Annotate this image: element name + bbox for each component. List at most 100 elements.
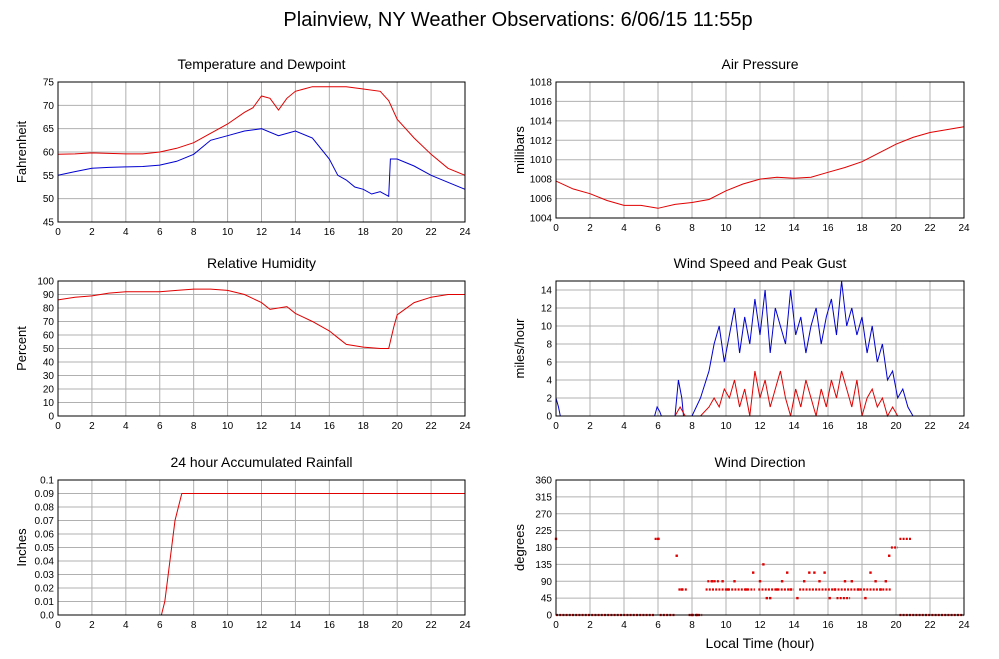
data-point xyxy=(765,596,768,600)
x-tick-label: 2 xyxy=(89,620,95,631)
x-tick-label: 12 xyxy=(256,620,268,631)
x-tick-label: 24 xyxy=(958,223,970,234)
y-tick-label: 0.0 xyxy=(40,611,54,622)
y-tick-label: 0.03 xyxy=(35,570,55,581)
x-tick-label: 4 xyxy=(621,223,627,234)
x-tick-label: 18 xyxy=(856,421,868,432)
y-tick-label: 75 xyxy=(43,78,55,89)
x-tick-label: 18 xyxy=(358,421,370,432)
series-line-blue xyxy=(57,128,466,198)
page-title: Plainview, NY Weather Observations: 6/06… xyxy=(283,9,752,31)
data-point xyxy=(864,596,867,600)
y-tick-label: 1006 xyxy=(530,194,553,205)
x-tick-label: 4 xyxy=(123,620,129,631)
x-tick-label: 20 xyxy=(890,421,902,432)
x-tick-label: 10 xyxy=(720,421,732,432)
data-point xyxy=(874,580,877,583)
x-tick-label: 16 xyxy=(324,620,336,631)
relative-humidity-chart: 0 2 4 6 8 10 12 14 16 18 20 22 240102030405060708090… xyxy=(14,255,471,432)
panel-title: Wind Direction xyxy=(714,454,805,470)
y-tick-label: 1004 xyxy=(530,214,553,225)
y-tick-label: 0.08 xyxy=(35,503,55,514)
x-tick-label: 22 xyxy=(924,620,936,631)
data-point xyxy=(758,580,762,583)
y-tick-label: 30 xyxy=(43,371,55,382)
y-tick-label: 1012 xyxy=(530,136,553,147)
y-tick-label: 1018 xyxy=(530,78,553,89)
y-tick-label: 2 xyxy=(546,394,552,405)
data-point xyxy=(869,571,872,574)
x-tick-label: 16 xyxy=(324,227,336,238)
x-tick-label: 4 xyxy=(123,227,129,238)
x-tick-label: 16 xyxy=(324,421,336,432)
y-tick-label: 90 xyxy=(541,577,553,588)
x-tick-label: 8 xyxy=(689,223,695,234)
x-tick-label: 20 xyxy=(890,620,902,631)
plot-frame xyxy=(555,280,965,417)
data-point xyxy=(884,580,887,583)
x-tick-label: 4 xyxy=(123,421,129,432)
y-tick-label: 1016 xyxy=(530,97,553,108)
y-tick-label: 10 xyxy=(43,398,55,409)
x-tick-label: 22 xyxy=(426,421,438,432)
y-axis-label: Percent xyxy=(14,326,29,371)
series-line-red xyxy=(58,493,465,616)
y-tick-label: 1014 xyxy=(530,116,553,127)
x-tick-label: 20 xyxy=(392,421,404,432)
series-line-blue xyxy=(555,280,964,417)
x-tick-label: 8 xyxy=(689,620,695,631)
data-point xyxy=(789,588,792,591)
data-point xyxy=(803,580,806,583)
data-point xyxy=(808,571,811,574)
y-tick-label: 70 xyxy=(43,101,55,112)
x-tick-label: 0 xyxy=(553,421,559,432)
wind-direction-chart: 0 2 4 6 8 10 12 14 16 18 20 22 240459013518022527031… xyxy=(512,454,970,631)
x-tick-label: 10 xyxy=(720,620,732,631)
x-tick-label: 24 xyxy=(459,620,471,631)
x-tick-label: 24 xyxy=(958,620,970,631)
y-tick-label: 14 xyxy=(541,286,553,297)
plot-frame xyxy=(57,280,466,417)
x-tick-label: 4 xyxy=(621,620,627,631)
data-point xyxy=(786,571,789,574)
x-tick-label: 20 xyxy=(392,620,404,631)
data-point xyxy=(726,588,729,591)
x-tick-label: 2 xyxy=(587,421,593,432)
y-axis-label: millibars xyxy=(512,126,527,174)
data-point xyxy=(769,596,772,600)
x-tick-label: 14 xyxy=(290,421,302,432)
y-tick-label: 0.01 xyxy=(35,597,55,608)
x-tick-label: 18 xyxy=(358,227,370,238)
data-point xyxy=(762,563,765,566)
data-point xyxy=(656,537,660,541)
y-tick-label: 70 xyxy=(43,317,55,328)
air-pressure-chart: 0 2 4 6 8 10 12 14 16 18 20 22 241004100610081010101… xyxy=(512,56,970,234)
data-point xyxy=(850,580,853,583)
x-tick-label: 6 xyxy=(157,227,163,238)
x-tick-label: 14 xyxy=(290,620,302,631)
x-tick-label: 0 xyxy=(55,227,61,238)
y-tick-label: 0 xyxy=(546,412,552,423)
y-tick-label: 315 xyxy=(535,492,552,503)
x-tick-label: 20 xyxy=(392,227,404,238)
data-point xyxy=(823,571,826,574)
x-tick-label: 0 xyxy=(553,223,559,234)
plot-frame xyxy=(555,479,965,616)
y-tick-label: 45 xyxy=(541,594,553,605)
x-tick-label: 12 xyxy=(754,421,766,432)
x-tick-label: 8 xyxy=(191,620,197,631)
y-tick-label: 50 xyxy=(43,194,55,205)
series-line-red xyxy=(57,86,466,176)
y-axis-label: degrees xyxy=(512,524,527,571)
panel-title: Temperature and Dewpoint xyxy=(177,56,345,72)
x-axis-label: Local Time (hour) xyxy=(706,635,815,651)
y-tick-label: 8 xyxy=(546,340,552,351)
x-tick-label: 18 xyxy=(856,223,868,234)
data-point xyxy=(675,554,678,557)
x-tick-label: 16 xyxy=(822,421,834,432)
x-tick-label: 14 xyxy=(290,227,302,238)
panel-title: Wind Speed and Peak Gust xyxy=(674,255,847,271)
x-tick-label: 22 xyxy=(426,227,438,238)
y-tick-label: 360 xyxy=(535,476,552,487)
plot-frame xyxy=(555,81,965,219)
